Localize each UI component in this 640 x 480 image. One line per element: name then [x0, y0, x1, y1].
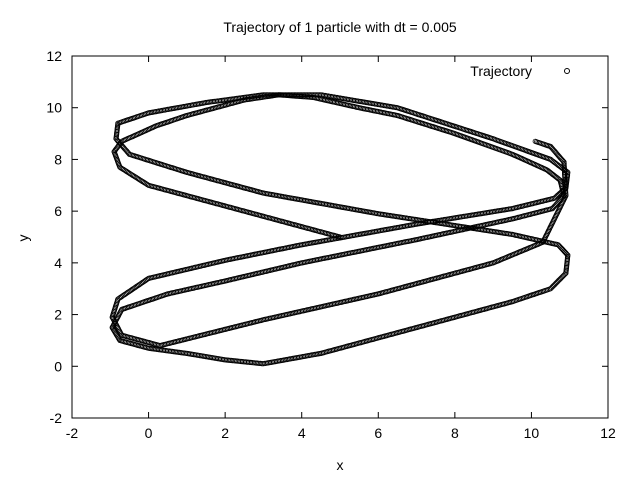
plot-frame — [71, 55, 609, 419]
x-axis-label: x — [337, 457, 344, 473]
x-tick-label: 0 — [145, 425, 153, 441]
x-tick-label: 12 — [600, 425, 616, 441]
y-tick-label: 0 — [54, 358, 62, 374]
y-tick-label: -2 — [50, 410, 63, 426]
x-tick-label: -2 — [66, 425, 79, 441]
chart-title: Trajectory of 1 particle with dt = 0.005 — [223, 19, 457, 35]
y-tick-label: 8 — [54, 151, 62, 167]
legend-marker-trajectory — [564, 68, 570, 74]
trajectory-point — [532, 138, 538, 144]
x-tick-label: 4 — [298, 425, 306, 441]
x-tick-label: 2 — [221, 425, 229, 441]
x-tick-label: 10 — [524, 425, 540, 441]
y-tick-label: 2 — [54, 307, 62, 323]
y-tick-label: 6 — [54, 203, 62, 219]
y-axis-label: y — [15, 235, 31, 242]
y-tick-label: 12 — [46, 48, 62, 64]
x-tick-label: 8 — [451, 425, 459, 441]
tick-group: -2 0 2 4 6 8 10 12 -2 0 2 4 6 8 10 12 — [46, 48, 616, 441]
trajectory-series — [109, 92, 571, 367]
y-tick-label: 4 — [54, 255, 62, 271]
legend: Trajectory — [470, 63, 570, 79]
legend-label-trajectory: Trajectory — [470, 63, 532, 79]
x-tick-label: 6 — [374, 425, 382, 441]
y-tick-label: 10 — [46, 100, 62, 116]
